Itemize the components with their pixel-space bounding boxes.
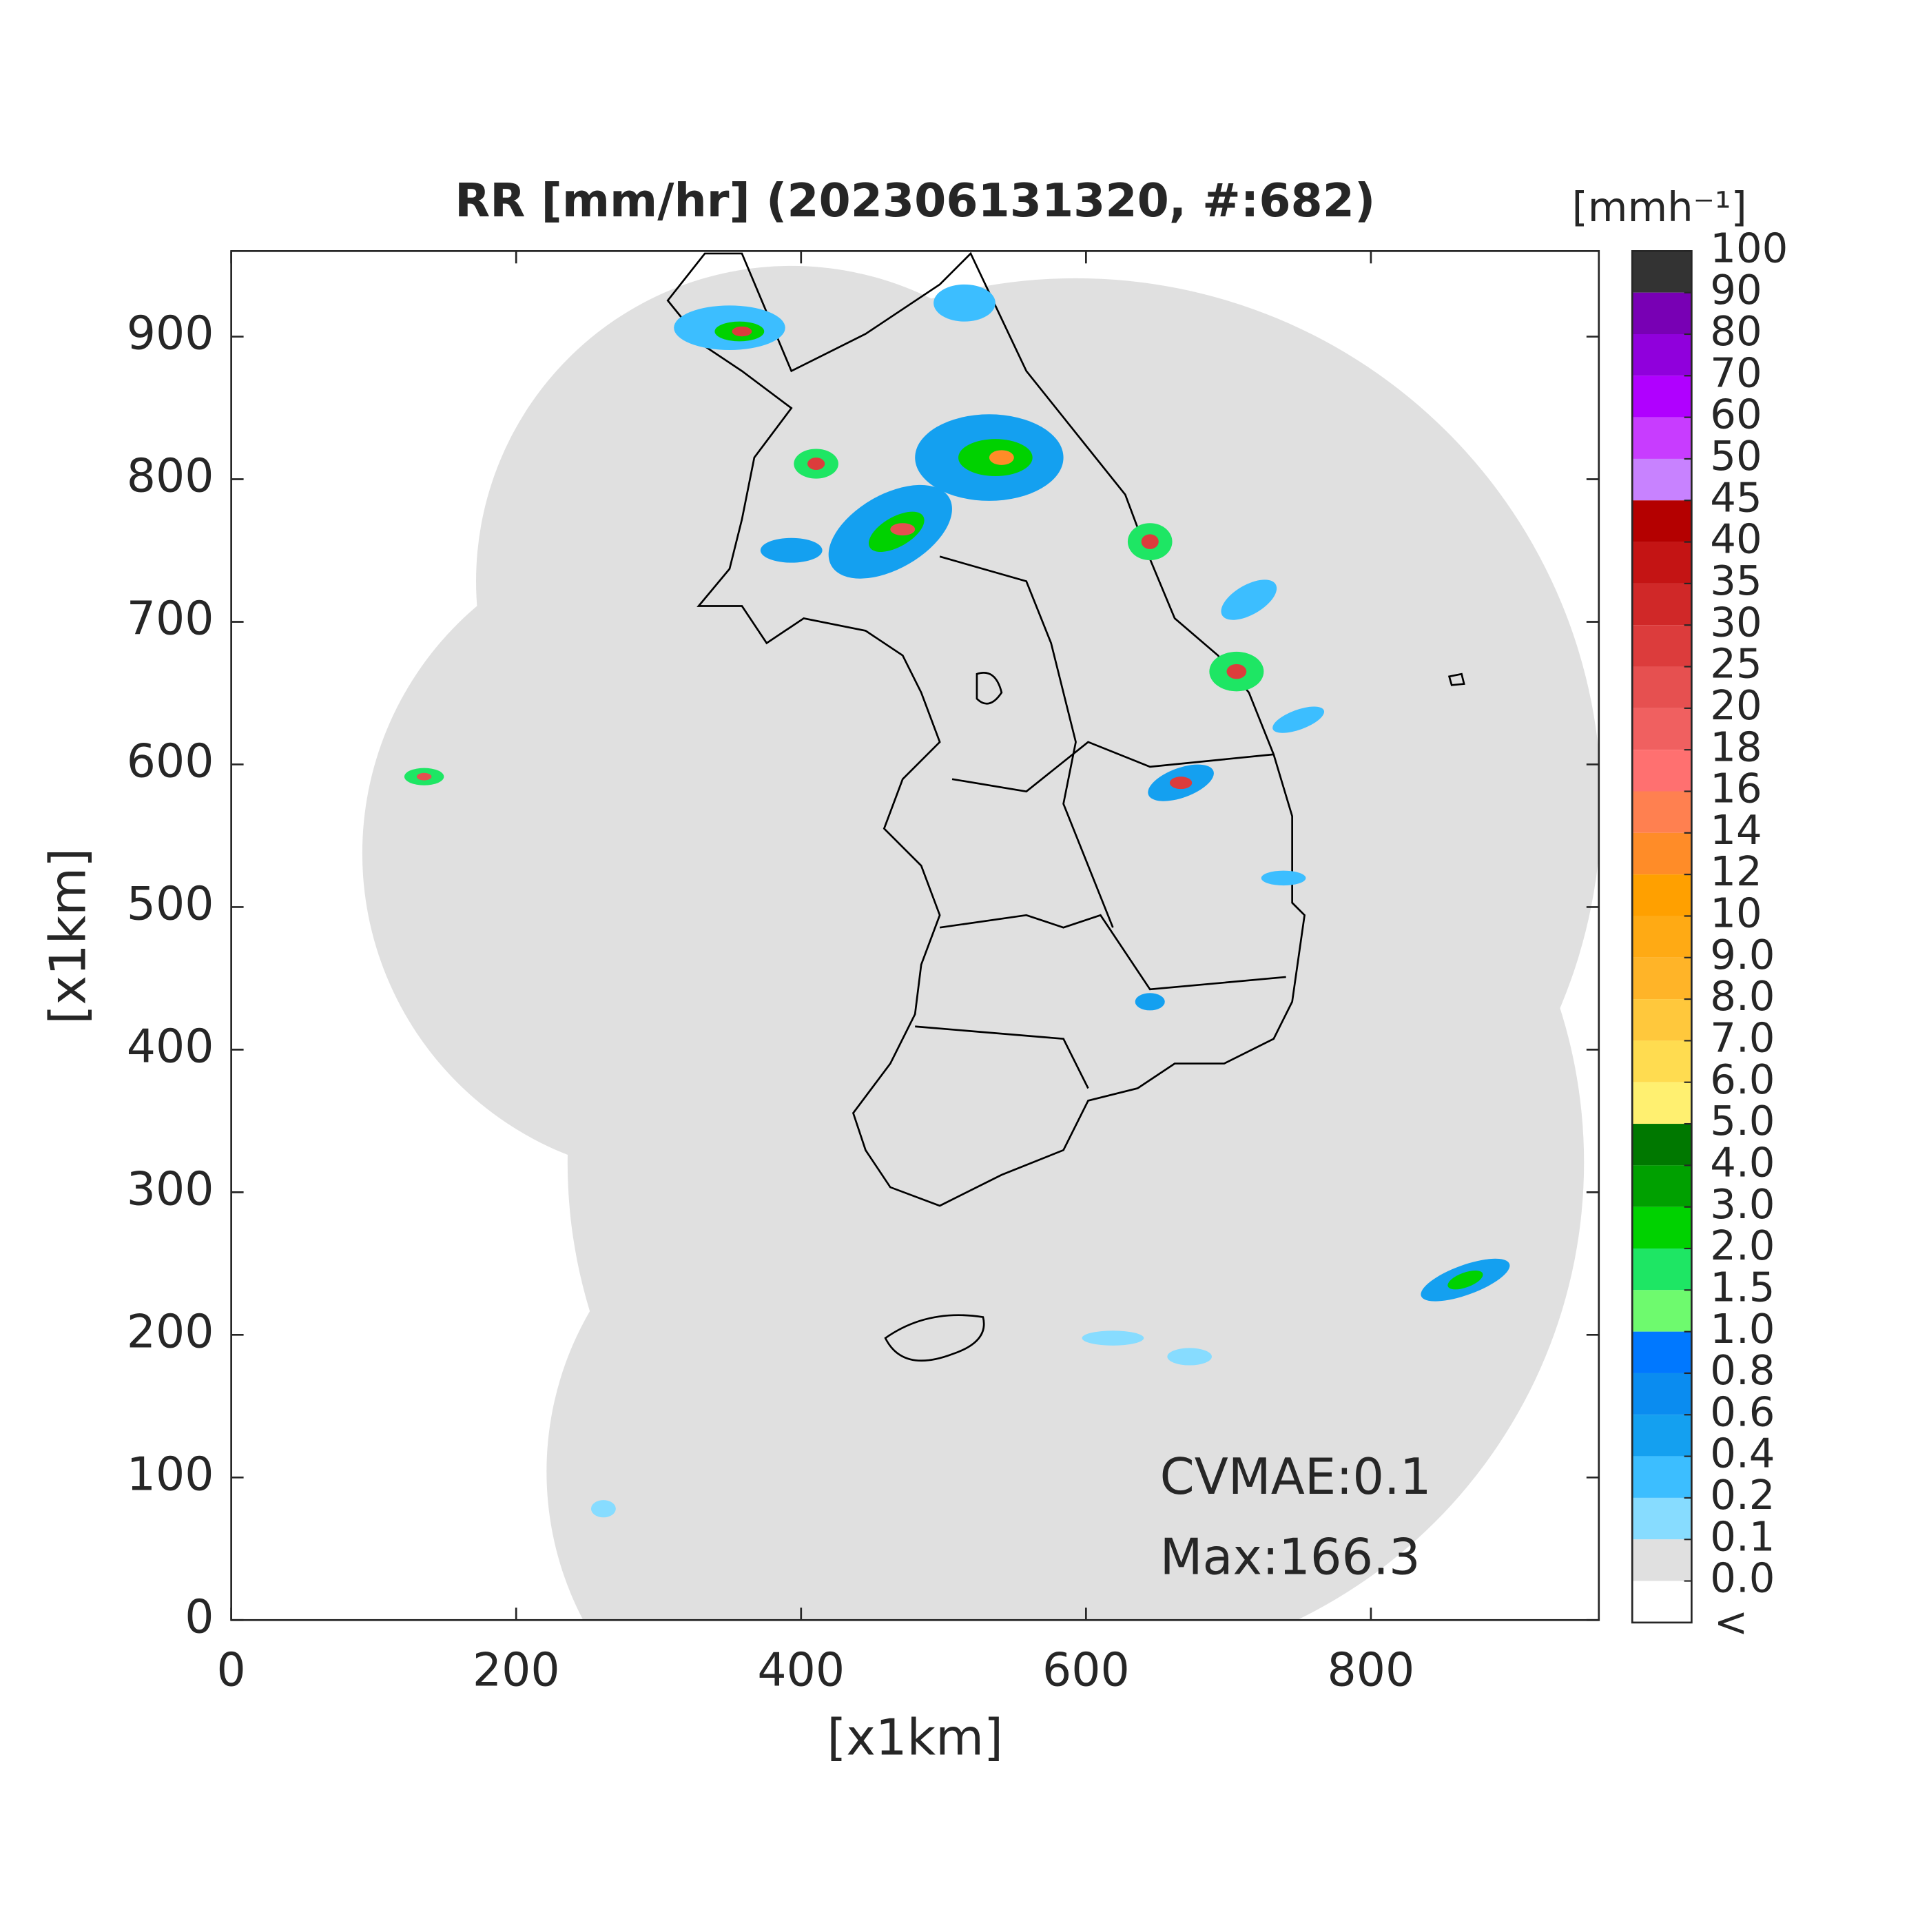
colorbar-segment [1632,1290,1692,1332]
colorbar-tick-label: 35 [1710,557,1762,604]
x-tick-label: 600 [1042,1643,1130,1697]
colorbar-segment [1632,1539,1692,1581]
colorbar-segment [1632,625,1692,667]
colorbar-segment [1632,1206,1692,1249]
colorbar-segment [1632,500,1692,542]
colorbar-tick-label: 5.0 [1710,1097,1775,1144]
colorbar-segment [1632,708,1692,750]
colorbar-frame [1631,250,1693,1624]
colorbar-segment [1632,791,1692,833]
colorbar-segment [1632,333,1692,376]
colorbar-segment [1632,376,1692,418]
colorbar-tick-label: 80 [1710,307,1762,355]
colorbar-segment [1632,1373,1692,1415]
colorbar-tick-label: 0.1 [1710,1512,1775,1560]
x-tick-label: 0 [217,1643,246,1697]
x-tick-label: 800 [1328,1643,1415,1697]
colorbar-tick-label: 1.5 [1710,1263,1775,1311]
y-axis-label: [x1km] [39,848,97,1025]
colorbar-segment [1632,832,1692,875]
y-tick-label: 800 [127,449,214,503]
colorbar-tick-label: 1.0 [1710,1305,1775,1353]
colorbar-tick-label: 12 [1710,847,1762,895]
colorbar-tick-label: 2.0 [1710,1222,1775,1269]
y-tick-label: 400 [127,1019,214,1073]
colorbar-tick-label: 8.0 [1710,972,1775,1020]
colorbar-tick-label: 9.0 [1710,931,1775,978]
chart-title: RR [mm/hr] (202306131320, #:682) [455,174,1375,227]
colorbar-segment [1632,1082,1692,1124]
colorbar-tick-label: 10 [1710,890,1762,937]
colorbar-tick-label: 0.0 [1710,1554,1775,1602]
colorbar-segment [1632,666,1692,708]
colorbar-tick-label: 18 [1710,723,1762,770]
colorbar-segment [1632,1497,1692,1540]
colorbar-tick-label: 0.6 [1710,1388,1775,1435]
colorbar-tick-label: 0.2 [1710,1471,1775,1519]
colorbar-segment [1632,1248,1692,1291]
x-tick-label: 400 [757,1643,845,1697]
colorbar-segment [1632,916,1692,958]
colorbar-segment [1632,999,1692,1041]
colorbar-tick-label: 30 [1710,598,1762,646]
coastline [666,251,1465,1362]
colorbar-tick-label: 20 [1710,681,1762,729]
y-tick-label: 700 [127,592,214,646]
colorbar-tick-label: 100 [1710,224,1788,271]
colorbar-segment [1632,1040,1692,1082]
colorbar-tick-label: 60 [1710,391,1762,438]
colorbar-tick-label: 3.0 [1710,1180,1775,1228]
colorbar-tick-label: 0.8 [1710,1346,1775,1394]
colorbar-tick-label: 6.0 [1710,1056,1775,1103]
annotation: Max:166.3 [1160,1528,1421,1586]
colorbar-segment [1632,1124,1692,1166]
colorbar-segment [1632,1165,1692,1207]
colorbar-segment [1632,1415,1692,1457]
colorbar-tick-label: 45 [1710,473,1762,521]
colorbar-tick-label: 0.4 [1710,1430,1775,1477]
colorbar-tick-label: 14 [1710,806,1762,854]
colorbar-segment [1632,1581,1692,1623]
colorbar-segment [1632,417,1692,459]
y-tick-label: 900 [127,307,214,360]
colorbar-unit: [mmh⁻¹] [1572,183,1747,231]
colorbar-tick-label: 16 [1710,765,1762,812]
x-tick-label: 200 [473,1643,560,1697]
colorbar-segment [1632,750,1692,792]
y-tick-label: 100 [127,1447,214,1501]
colorbar-segment [1632,542,1692,584]
colorbar-tick-label: 4.0 [1710,1138,1775,1186]
y-tick-label: 500 [127,876,214,930]
plot-frame [230,250,1600,1621]
colorbar-tick-label: 40 [1710,515,1762,563]
colorbar-tick-label: 50 [1710,432,1762,480]
rain-echoes [404,284,1510,1518]
colorbar-segment [1632,957,1692,1000]
y-tick-label: 200 [127,1304,214,1358]
colorbar-under-label: < [1714,1599,1749,1646]
colorbar-tick-label: 70 [1710,349,1762,396]
axes: 0 200 400 600 800 0 100 200 300 400 500 600 700 800 90… [127,224,1788,1696]
colorbar-segment [1632,1456,1692,1498]
colorbar-segment [1632,292,1692,334]
colorbar-segment [1632,874,1692,916]
colorbar-segment [1632,1331,1692,1373]
colorbar-tick-label: 25 [1710,640,1762,688]
y-tick-label: 600 [127,734,214,788]
radar-map [362,251,1599,1621]
colorbar-segment [1632,251,1692,293]
colorbar-tick-label: 7.0 [1710,1014,1775,1062]
annotation: CVMAE:0.1 [1160,1448,1432,1505]
colorbar-segment [1632,583,1692,626]
colorbar-tick-label: 90 [1710,266,1762,314]
colorbar-segment [1632,458,1692,501]
x-axis-label: [x1km] [827,1709,1003,1767]
y-tick-label: 300 [127,1162,214,1215]
y-tick-label: 0 [185,1590,214,1643]
